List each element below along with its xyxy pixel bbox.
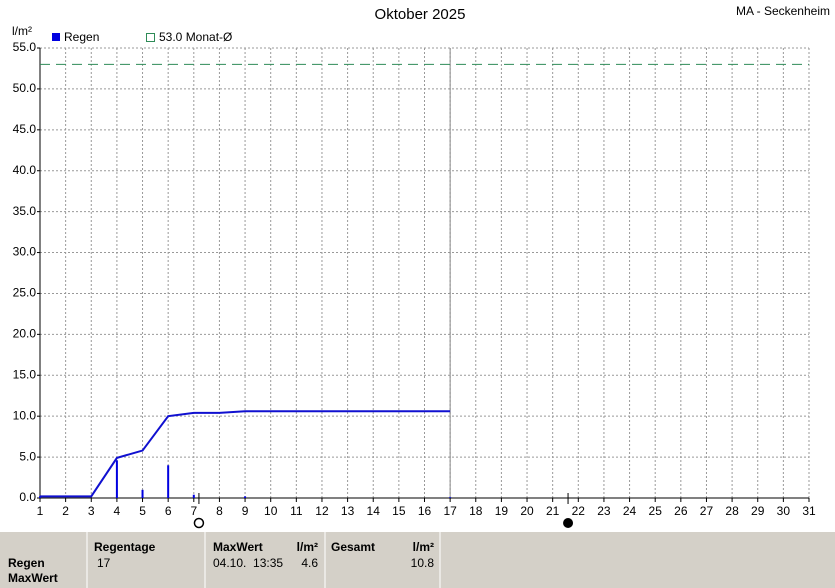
x-tick-label: 8 xyxy=(216,504,223,518)
x-tick-label: 26 xyxy=(674,504,688,518)
x-tick-label: 29 xyxy=(751,504,765,518)
y-tick-label: 20.0 xyxy=(13,327,37,341)
x-tick-label: 23 xyxy=(597,504,611,518)
x-tick-label: 20 xyxy=(520,504,534,518)
legend-swatch xyxy=(146,33,155,42)
header: l/m² xyxy=(413,540,434,554)
x-tick-label: 4 xyxy=(114,504,121,518)
bar xyxy=(141,489,144,498)
bar xyxy=(192,494,195,498)
x-tick-label: 30 xyxy=(777,504,791,518)
x-tick-label: 25 xyxy=(649,504,663,518)
y-tick-label: 5.0 xyxy=(19,449,36,463)
y-axis-label: l/m² xyxy=(12,24,32,38)
y-tick-label: 55.0 xyxy=(13,40,37,54)
x-tick-label: 1 xyxy=(37,504,44,518)
bar xyxy=(115,460,118,498)
x-tick-label: 2 xyxy=(62,504,69,518)
x-tick-label: 5 xyxy=(139,504,146,518)
location: MA - Seckenheim xyxy=(736,4,830,18)
x-tick-label: 3 xyxy=(88,504,95,518)
chart-title: Oktober 2025 xyxy=(375,6,466,23)
row-label: Regen xyxy=(8,556,45,570)
header: l/m² xyxy=(297,540,318,554)
x-tick-label: 13 xyxy=(341,504,355,518)
y-tick-label: 45.0 xyxy=(13,122,37,136)
stats-table: Regen MaxWert Regentage MaxWert l/m² Ges… xyxy=(0,532,835,588)
legend-label: 53.0 Monat-Ø xyxy=(159,30,232,44)
y-tick-label: 15.0 xyxy=(13,367,37,381)
table-background xyxy=(0,532,835,588)
x-tick-label: 18 xyxy=(469,504,483,518)
new-moon xyxy=(563,518,574,528)
x-tick-label: 10 xyxy=(264,504,278,518)
x-tick-label: 17 xyxy=(443,504,457,518)
header: MaxWert xyxy=(213,540,263,554)
y-tick-label: 0.0 xyxy=(19,490,36,504)
x-tick-label: 16 xyxy=(418,504,432,518)
x-tick-label: 27 xyxy=(700,504,714,518)
x-tick-label: 15 xyxy=(392,504,406,518)
header: Regentage xyxy=(94,540,156,554)
x-tick-label: 6 xyxy=(165,504,172,518)
cumulative-line xyxy=(40,410,451,498)
x-tick-label: 9 xyxy=(242,504,249,518)
x-tick-label: 21 xyxy=(546,504,560,518)
x-tick-label: 24 xyxy=(623,504,637,518)
x-tick-label: 31 xyxy=(802,504,816,518)
legend-label: Regen xyxy=(64,30,99,44)
x-tick-label: 14 xyxy=(367,504,381,518)
header: Gesamt xyxy=(331,540,375,554)
x-tick-label: 7 xyxy=(190,504,197,518)
y-tick-label: 30.0 xyxy=(13,245,37,259)
x-tick-label: 22 xyxy=(572,504,586,518)
x-tick-label: 12 xyxy=(315,504,329,518)
bar xyxy=(244,496,247,498)
cell: 10.8 xyxy=(411,556,435,570)
y-tick-label: 25.0 xyxy=(13,286,37,300)
x-tick-label: 11 xyxy=(290,504,303,518)
row-label: MaxWert xyxy=(8,571,58,585)
x-tick-label: 28 xyxy=(725,504,739,518)
cell: 4.6 xyxy=(301,556,318,570)
cell: 04.10. 13:35 xyxy=(213,556,283,570)
y-tick-label: 10.0 xyxy=(13,408,37,422)
y-tick-label: 40.0 xyxy=(13,163,37,177)
legend-swatch xyxy=(52,33,60,41)
y-tick-label: 50.0 xyxy=(13,81,37,95)
x-tick-label: 19 xyxy=(495,504,509,518)
full-moon xyxy=(193,517,205,529)
cell: 17 xyxy=(97,556,111,570)
y-tick-label: 35.0 xyxy=(13,204,37,218)
bar xyxy=(167,465,170,498)
bar xyxy=(449,497,452,498)
